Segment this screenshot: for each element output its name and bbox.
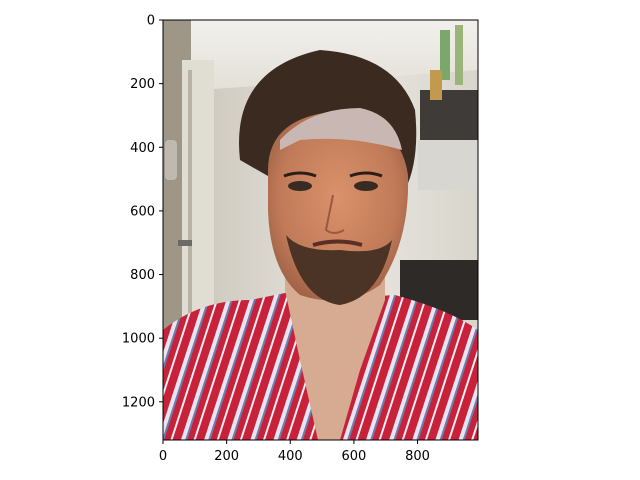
x-tick-label: 200: [214, 449, 239, 464]
y-tick-label: 600: [130, 204, 155, 219]
image-area: [163, 20, 478, 440]
y-tick-label: 1000: [122, 332, 155, 347]
x-tick-label: 400: [278, 449, 303, 464]
y-tick-label: 0: [147, 14, 155, 29]
y-tick-label: 200: [130, 77, 155, 92]
x-tick-label: 800: [405, 449, 430, 464]
y-tick-label: 1200: [122, 395, 155, 410]
x-axis: 0 200 400 600 800: [159, 440, 430, 464]
axes-frame: [162, 19, 479, 441]
y-tick-label: 800: [130, 268, 155, 283]
x-tick-label: 0: [159, 449, 167, 464]
y-tick-label: 400: [130, 141, 155, 156]
x-tick-label: 600: [341, 449, 366, 464]
y-axis: 0 200 400 600 800 1000 1200: [122, 14, 163, 410]
